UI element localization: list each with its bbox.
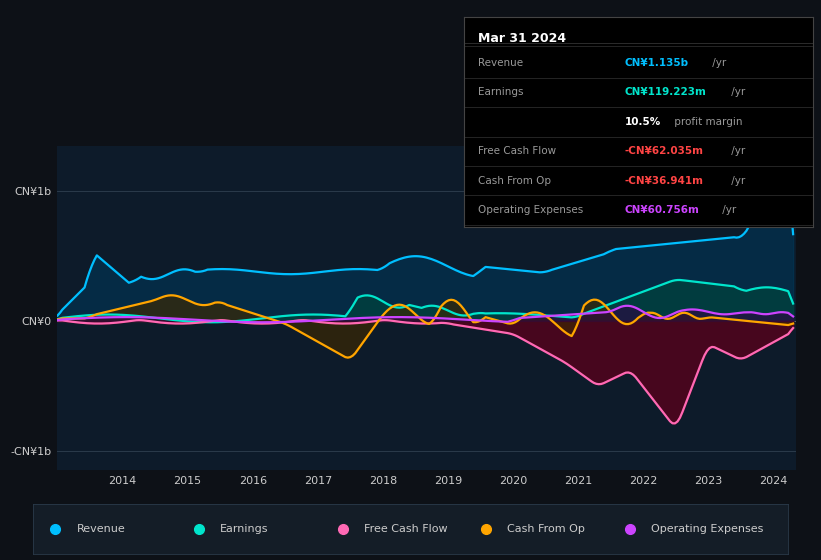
Text: /yr: /yr [728,146,745,156]
Text: /yr: /yr [728,176,745,185]
Text: 10.5%: 10.5% [624,117,661,127]
Text: Revenue: Revenue [478,58,523,68]
Text: Cash From Op: Cash From Op [478,176,551,185]
Text: Cash From Op: Cash From Op [507,524,585,534]
Text: CN¥119.223m: CN¥119.223m [624,87,706,97]
Text: -CN¥36.941m: -CN¥36.941m [624,176,704,185]
Text: profit margin: profit margin [672,117,743,127]
Text: Mar 31 2024: Mar 31 2024 [478,31,566,44]
Text: Earnings: Earnings [478,87,523,97]
Text: Earnings: Earnings [220,524,268,534]
Text: Free Cash Flow: Free Cash Flow [364,524,447,534]
Text: /yr: /yr [728,87,745,97]
Text: CN¥60.756m: CN¥60.756m [624,205,699,215]
Text: CN¥1.135b: CN¥1.135b [624,58,689,68]
Text: Operating Expenses: Operating Expenses [478,205,583,215]
Text: -CN¥62.035m: -CN¥62.035m [624,146,704,156]
Text: Free Cash Flow: Free Cash Flow [478,146,556,156]
Text: /yr: /yr [709,58,727,68]
Text: Operating Expenses: Operating Expenses [651,524,763,534]
Text: Revenue: Revenue [76,524,126,534]
Text: /yr: /yr [718,205,736,215]
